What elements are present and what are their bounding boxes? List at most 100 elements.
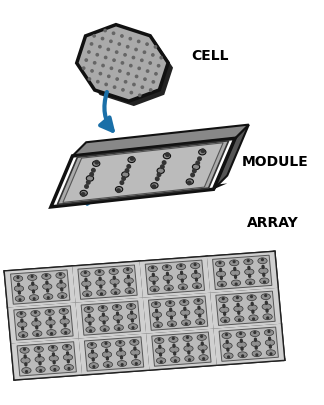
Ellipse shape <box>128 158 135 163</box>
Circle shape <box>153 283 155 284</box>
Ellipse shape <box>101 342 111 347</box>
Ellipse shape <box>215 261 225 267</box>
Ellipse shape <box>42 274 51 280</box>
Ellipse shape <box>199 150 206 156</box>
Circle shape <box>18 285 19 286</box>
Ellipse shape <box>109 269 118 275</box>
Polygon shape <box>214 324 284 364</box>
Ellipse shape <box>238 352 247 358</box>
Circle shape <box>24 349 25 350</box>
Ellipse shape <box>45 310 54 315</box>
Ellipse shape <box>249 315 258 321</box>
Circle shape <box>255 346 257 348</box>
Circle shape <box>135 356 137 358</box>
Circle shape <box>93 366 95 368</box>
Ellipse shape <box>262 304 271 310</box>
Circle shape <box>137 41 140 43</box>
Circle shape <box>120 181 124 185</box>
Circle shape <box>116 79 118 81</box>
Circle shape <box>122 90 124 92</box>
Circle shape <box>228 356 229 358</box>
Circle shape <box>39 362 41 364</box>
Circle shape <box>22 327 23 329</box>
Ellipse shape <box>89 363 98 369</box>
Ellipse shape <box>197 335 206 341</box>
Circle shape <box>155 303 157 305</box>
Ellipse shape <box>223 343 232 349</box>
Circle shape <box>195 271 197 273</box>
Circle shape <box>39 363 41 365</box>
Circle shape <box>60 274 61 275</box>
Ellipse shape <box>156 348 165 354</box>
Circle shape <box>19 299 21 301</box>
Circle shape <box>253 318 254 320</box>
Circle shape <box>261 259 263 261</box>
Ellipse shape <box>63 345 72 350</box>
Circle shape <box>224 313 226 314</box>
Ellipse shape <box>164 285 173 291</box>
Circle shape <box>263 281 265 283</box>
Ellipse shape <box>48 345 58 352</box>
Circle shape <box>127 165 131 169</box>
Circle shape <box>113 60 115 62</box>
Circle shape <box>220 269 222 271</box>
Ellipse shape <box>82 281 91 287</box>
Circle shape <box>18 291 20 293</box>
Circle shape <box>221 284 223 286</box>
Circle shape <box>132 327 134 329</box>
Circle shape <box>242 355 244 357</box>
Ellipse shape <box>166 301 175 307</box>
Circle shape <box>202 350 204 352</box>
Ellipse shape <box>20 347 29 354</box>
Circle shape <box>188 352 190 354</box>
Ellipse shape <box>125 288 134 294</box>
Circle shape <box>167 282 169 284</box>
Circle shape <box>203 358 204 360</box>
Circle shape <box>240 339 242 341</box>
Circle shape <box>60 280 62 282</box>
Circle shape <box>144 79 146 81</box>
Polygon shape <box>51 139 235 207</box>
Polygon shape <box>75 298 146 339</box>
Polygon shape <box>8 303 79 343</box>
Circle shape <box>88 79 91 81</box>
Circle shape <box>199 314 201 316</box>
Circle shape <box>226 342 228 343</box>
Ellipse shape <box>266 350 275 356</box>
Circle shape <box>101 38 104 40</box>
Circle shape <box>134 348 136 350</box>
Circle shape <box>132 57 134 60</box>
Circle shape <box>85 185 88 189</box>
Ellipse shape <box>192 283 202 289</box>
Circle shape <box>146 71 149 73</box>
Ellipse shape <box>99 316 109 322</box>
Ellipse shape <box>130 340 139 345</box>
Polygon shape <box>213 256 272 290</box>
Circle shape <box>88 52 90 54</box>
Circle shape <box>240 341 242 342</box>
Circle shape <box>119 70 121 73</box>
Polygon shape <box>51 184 227 207</box>
Ellipse shape <box>83 291 92 297</box>
Circle shape <box>34 312 36 313</box>
Circle shape <box>83 68 85 70</box>
Circle shape <box>269 339 271 340</box>
Circle shape <box>67 352 68 354</box>
Circle shape <box>255 340 256 341</box>
Ellipse shape <box>132 360 141 366</box>
Circle shape <box>100 287 102 288</box>
Circle shape <box>105 57 107 60</box>
Circle shape <box>185 323 187 325</box>
Circle shape <box>103 321 105 323</box>
Circle shape <box>268 331 270 333</box>
Circle shape <box>47 289 49 291</box>
Ellipse shape <box>152 312 162 318</box>
Circle shape <box>187 337 188 339</box>
Ellipse shape <box>117 351 126 356</box>
Circle shape <box>166 266 168 268</box>
Ellipse shape <box>56 273 65 279</box>
Circle shape <box>225 320 226 322</box>
Circle shape <box>46 281 48 283</box>
Circle shape <box>38 354 40 356</box>
Circle shape <box>202 351 204 353</box>
